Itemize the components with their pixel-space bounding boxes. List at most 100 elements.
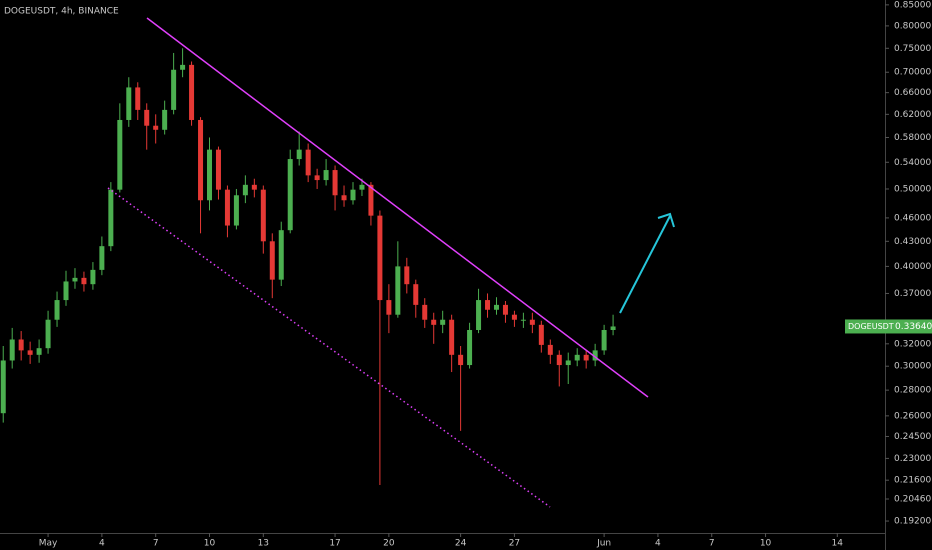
y-tick-label: 0.46000 bbox=[894, 213, 931, 223]
chart-title: DOGEUSDT, 4h, BINANCE bbox=[4, 7, 119, 17]
candle-body bbox=[529, 319, 535, 325]
candle-body bbox=[224, 189, 230, 226]
y-tick-label: 0.66000 bbox=[894, 88, 931, 98]
y-tick-label: 0.50000 bbox=[894, 184, 931, 194]
y-tick-label: 0.21600 bbox=[894, 476, 931, 486]
candle-body bbox=[126, 87, 132, 120]
x-tick-label: 4 bbox=[655, 539, 661, 549]
y-tick-label: 0.40000 bbox=[894, 262, 931, 272]
candle-body bbox=[511, 314, 517, 320]
y-tick-label: 0.28000 bbox=[894, 386, 931, 396]
x-tick-label: 13 bbox=[258, 539, 269, 549]
candle-body bbox=[332, 170, 338, 196]
x-tick-label: 24 bbox=[455, 539, 467, 549]
candle-body bbox=[90, 269, 96, 285]
candle-body bbox=[108, 189, 114, 247]
breakout-arrow bbox=[619, 212, 675, 314]
x-tick-label: 10 bbox=[760, 539, 772, 549]
candle-body bbox=[547, 344, 553, 355]
lower-trendline bbox=[107, 187, 551, 508]
candle-body bbox=[395, 266, 401, 315]
candle-body bbox=[153, 125, 159, 130]
y-tick-label: 0.58000 bbox=[894, 133, 931, 143]
candle-body bbox=[413, 284, 419, 305]
x-tick-label: 4 bbox=[99, 539, 105, 549]
candle-body bbox=[565, 360, 571, 366]
candle-body bbox=[251, 184, 257, 190]
symbol-label: DOGEUSDT bbox=[848, 322, 894, 331]
candle-body bbox=[386, 300, 392, 315]
candle-body bbox=[520, 319, 526, 321]
x-tick-label: Jun bbox=[596, 539, 611, 549]
candle-body bbox=[215, 149, 221, 190]
y-tick-label: 0.30000 bbox=[894, 362, 931, 372]
candle-body bbox=[81, 277, 87, 285]
candle-body bbox=[485, 300, 491, 310]
x-tick-label: 27 bbox=[509, 539, 520, 549]
candle-body bbox=[556, 354, 562, 366]
y-tick-label: 0.80000 bbox=[894, 21, 931, 31]
candle-body bbox=[422, 304, 428, 320]
candle-body bbox=[198, 119, 204, 201]
x-tick-label: 10 bbox=[204, 539, 216, 549]
y-tick-label: 0.85000 bbox=[894, 0, 931, 10]
last-price-tag bbox=[845, 319, 932, 334]
candle-body bbox=[440, 319, 446, 325]
candle-body bbox=[171, 69, 177, 110]
y-tick-label: 0.62000 bbox=[894, 110, 931, 120]
y-tick-label: 0.43000 bbox=[894, 237, 931, 247]
candle-body bbox=[601, 329, 607, 351]
candle-body bbox=[583, 354, 589, 361]
candle-body bbox=[341, 195, 347, 201]
x-tick-label: 7 bbox=[153, 539, 159, 549]
y-tick-label: 0.24500 bbox=[894, 432, 931, 442]
candle-body bbox=[117, 119, 123, 190]
candle-body bbox=[9, 339, 15, 361]
candle-body bbox=[233, 195, 239, 226]
x-tick-label: 14 bbox=[832, 539, 844, 549]
candle-body bbox=[377, 215, 383, 301]
candle-body bbox=[162, 109, 168, 130]
upper-trendline bbox=[146, 17, 649, 398]
candle-body bbox=[189, 64, 195, 120]
candle-body bbox=[36, 348, 42, 355]
x-tick-label: 20 bbox=[383, 539, 395, 549]
y-tick-label: 0.26000 bbox=[894, 411, 931, 421]
candle-body bbox=[278, 230, 284, 280]
candle-body bbox=[458, 354, 464, 366]
candle-body bbox=[269, 241, 275, 280]
candle-body bbox=[0, 360, 6, 414]
candle-body bbox=[368, 184, 374, 216]
x-tick-label: 7 bbox=[709, 539, 715, 549]
candle-body bbox=[296, 149, 302, 160]
candle-body bbox=[63, 281, 69, 301]
y-tick-label: 0.20460 bbox=[894, 494, 931, 504]
candle-body bbox=[135, 87, 141, 110]
candle-body bbox=[305, 149, 311, 176]
candle-body bbox=[72, 277, 78, 282]
last-price-label: 0.33640 bbox=[895, 322, 932, 332]
candle-body bbox=[449, 319, 455, 355]
candle-body bbox=[27, 350, 33, 355]
candles bbox=[0, 48, 616, 486]
x-tick-label: May bbox=[39, 539, 58, 549]
candle-body bbox=[287, 159, 293, 231]
y-tick-label: 0.37000 bbox=[894, 289, 931, 299]
x-tick-label: 17 bbox=[329, 539, 340, 549]
candle-body bbox=[99, 246, 105, 270]
candle-body bbox=[431, 319, 437, 325]
candle-body bbox=[242, 184, 248, 196]
candle-body bbox=[359, 184, 365, 190]
candle-body bbox=[207, 149, 213, 201]
candle-body bbox=[323, 170, 329, 181]
y-tick-label: 0.19200 bbox=[894, 517, 931, 527]
candle-body bbox=[467, 329, 473, 366]
candle-body bbox=[260, 189, 266, 242]
y-tick-label: 0.54000 bbox=[894, 158, 931, 168]
candle-body bbox=[54, 300, 60, 320]
candle-body bbox=[476, 300, 482, 330]
candle-body bbox=[574, 354, 580, 361]
y-tick-label: 0.32000 bbox=[894, 339, 931, 349]
